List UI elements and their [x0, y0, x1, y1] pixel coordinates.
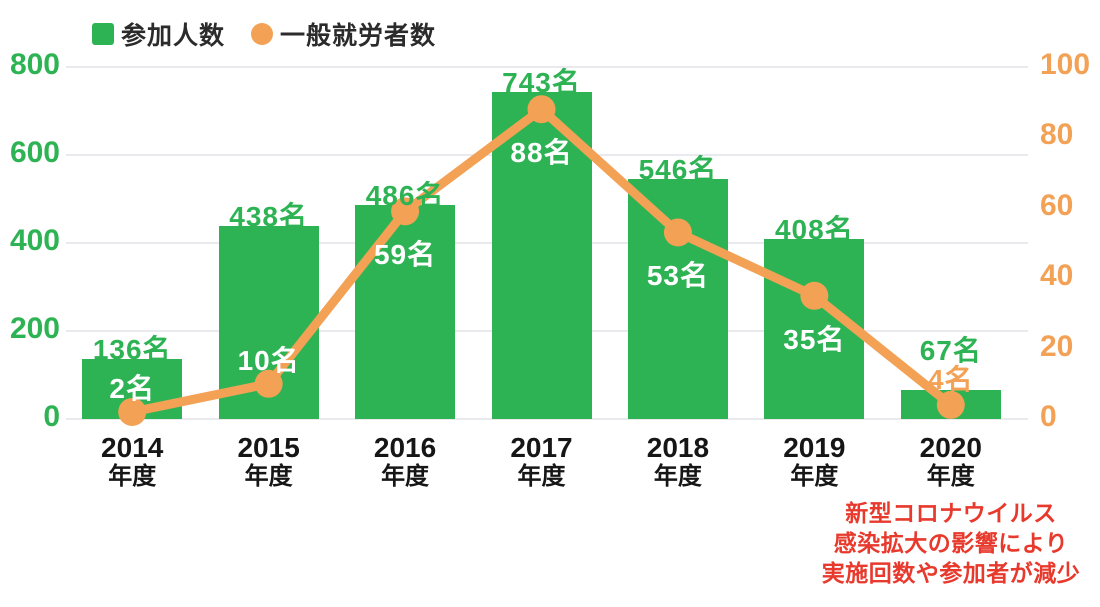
line-series-swatch-icon [251, 23, 274, 45]
x-axis-label-2017: 2017 年度 [462, 432, 622, 491]
legend-label-employed: 一般就労者数 [280, 22, 437, 50]
covid-annotation-line: 実施回数や参加者が減少 [821, 560, 1081, 586]
covid-annotation-line: 新型コロナウイルス [845, 500, 1057, 526]
x-axis-label-2016: 2016 年度 [325, 432, 485, 491]
x-axis-year: 2017 [510, 432, 573, 463]
bar-2015 [218, 226, 319, 419]
left-axis-tick-0: 0 [43, 400, 60, 433]
right-axis-tick-100: 100 [1040, 48, 1091, 81]
bar-value-label-2020: 67名 [919, 334, 982, 366]
x-axis-year: 2016 [373, 432, 437, 463]
right-axis-tick-60: 60 [1040, 188, 1074, 222]
gridline [66, 418, 1028, 420]
left-axis-tick-800: 800 [9, 48, 60, 81]
line-value-label-2016: 59名 [373, 239, 437, 271]
x-axis-label-2019: 2019 年度 [734, 432, 894, 491]
x-axis-year-suffix: 年度 [381, 463, 430, 490]
bar-series-swatch-icon [92, 23, 114, 45]
x-axis-year: 2020 [919, 432, 982, 463]
x-axis-year: 2018 [646, 432, 710, 463]
right-axis-tick-0: 0 [1040, 400, 1057, 433]
x-axis-year-suffix: 年度 [790, 463, 839, 490]
line-value-label-2015: 10名 [237, 344, 300, 376]
right-axis-tick-20: 20 [1040, 329, 1074, 363]
line-value-label-2017: 88名 [510, 137, 573, 169]
x-axis-year-suffix: 年度 [244, 463, 293, 490]
x-axis-label-2014: 2014 年度 [52, 432, 212, 491]
x-axis-year: 2014 [101, 432, 164, 463]
line-value-label-2018: 53名 [646, 260, 709, 292]
covid-annotation-line: 感染拡大の影響により [833, 530, 1069, 556]
right-axis-tick-40: 40 [1040, 259, 1074, 293]
gridline [66, 66, 1028, 68]
bar-value-label-2016: 486名 [365, 180, 445, 212]
x-axis-year-suffix: 年度 [926, 463, 975, 490]
x-axis-year: 2015 [237, 432, 300, 463]
line-value-label-2020: 4名 [927, 363, 974, 395]
line-value-label-2014: 2名 [109, 372, 155, 404]
chart-legend: 参加人数 一般就労者数 [92, 16, 436, 52]
line-value-label-2019: 35名 [783, 323, 846, 355]
bar-value-label-2014: 136名 [92, 334, 172, 366]
x-axis-year-suffix: 年度 [517, 463, 566, 490]
bar-value-label-2018: 546名 [638, 153, 718, 185]
x-axis-year: 2019 [783, 432, 846, 463]
bar-2018 [627, 178, 728, 419]
x-axis-year-suffix: 年度 [108, 463, 157, 490]
legend-item-participants: 参加人数 [92, 16, 225, 52]
bar-value-label-2015: 438名 [229, 201, 308, 233]
x-axis-year-suffix: 年度 [653, 463, 702, 490]
legend-item-employed: 一般就労者数 [251, 16, 436, 52]
bar-value-label-2017: 743名 [502, 67, 581, 99]
right-axis-tick-80: 80 [1040, 118, 1074, 152]
left-axis-tick-600: 600 [9, 136, 60, 169]
left-axis-tick-200: 200 [9, 312, 60, 345]
legend-label-participants: 参加人数 [121, 22, 226, 50]
left-axis-tick-400: 400 [9, 224, 60, 257]
x-axis-label-2015: 2015 年度 [189, 432, 349, 491]
x-axis-label-2018: 2018 年度 [598, 432, 758, 491]
covid-annotation: 新型コロナウイルス 感染拡大の影響により 実施回数や参加者が減少 [818, 498, 1084, 588]
x-axis-label-2020: 2020 年度 [871, 432, 1031, 491]
bar-value-label-2019: 408名 [774, 214, 854, 246]
